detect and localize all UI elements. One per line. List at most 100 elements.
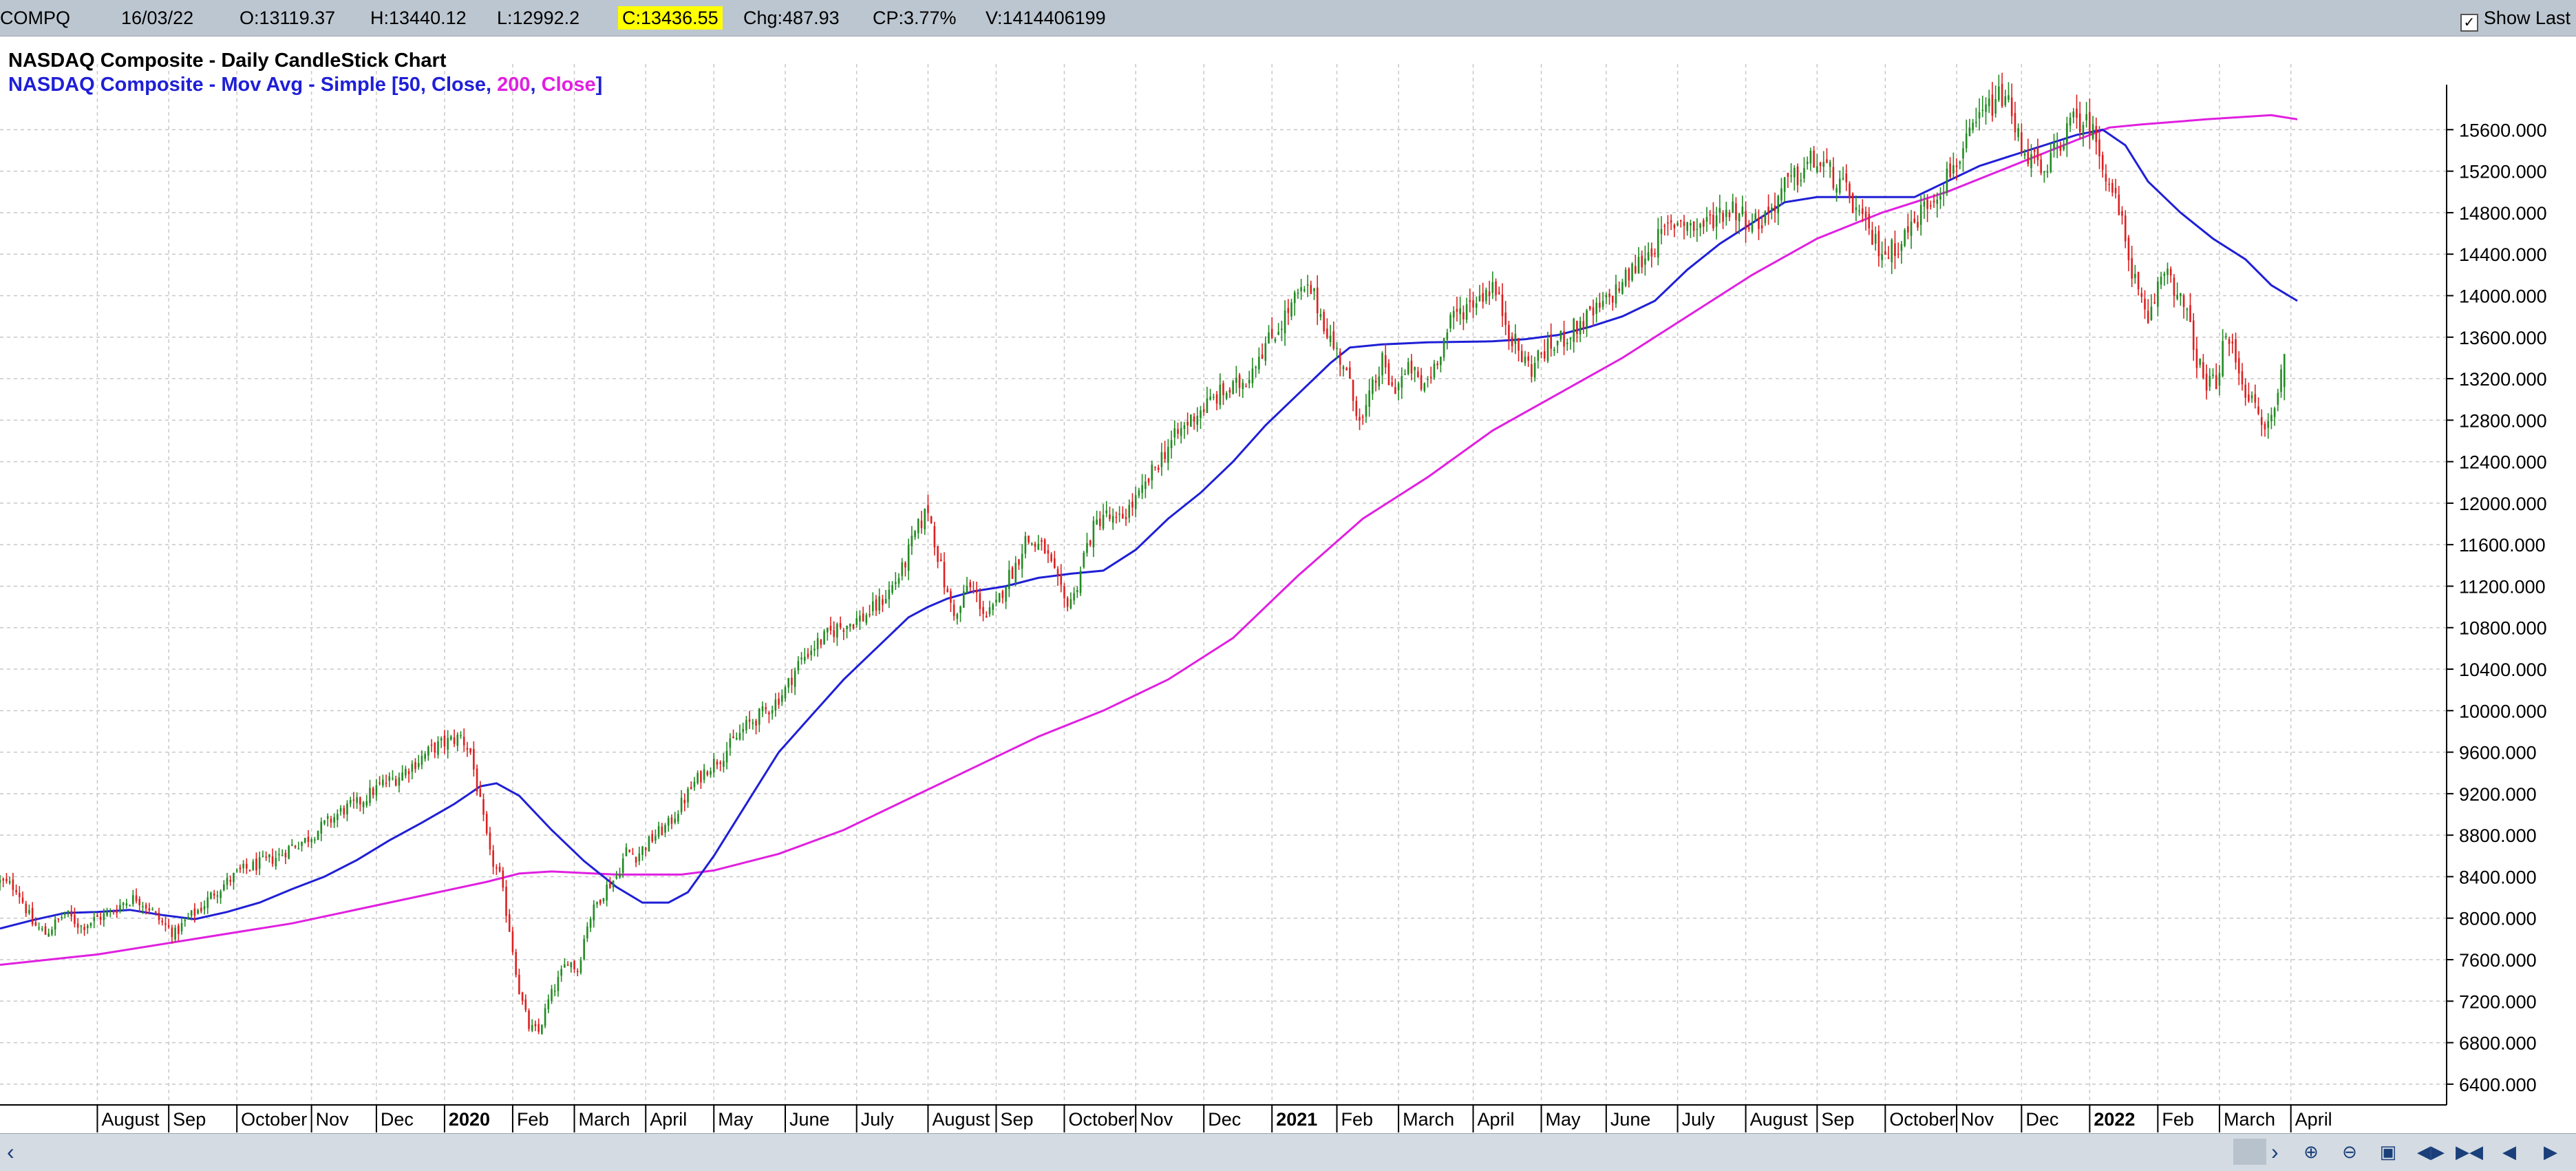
candle: [1264, 336, 1267, 366]
candle: [180, 917, 183, 935]
candle: [1122, 506, 1124, 519]
candle: [1520, 344, 1523, 363]
candle: [1115, 511, 1118, 524]
candle-body: [505, 886, 507, 916]
candle-body: [975, 589, 978, 593]
candle-body: [1550, 334, 1553, 349]
candle: [2001, 72, 2003, 108]
date-label: 16/03/22: [121, 8, 194, 28]
candle: [1975, 107, 1977, 128]
candle-body: [1472, 300, 1474, 308]
candlestick-chart[interactable]: 6400.0006800.0007200.0007600.0008000.000…: [0, 36, 2576, 1132]
candle: [2078, 101, 2081, 140]
candle: [2053, 134, 2055, 158]
candle-body: [2260, 416, 2263, 425]
candle-body: [1771, 207, 1773, 211]
candle: [1488, 280, 1491, 305]
candle-body: [307, 836, 310, 843]
x-tick-label: Nov: [1961, 1109, 1994, 1130]
next-icon[interactable]: ▶: [2544, 1141, 2557, 1162]
candle: [1391, 375, 1393, 388]
candle-body: [1037, 544, 1040, 550]
candle: [1066, 596, 1069, 612]
scroll-right-icon[interactable]: ›: [2271, 1139, 2279, 1164]
candle-body: [1994, 98, 1997, 114]
candle-body: [1553, 349, 1555, 351]
candle: [450, 735, 452, 741]
candle-body: [1644, 258, 1646, 265]
zoom-out-icon[interactable]: ⊖: [2342, 1141, 2357, 1162]
candle: [15, 884, 17, 896]
candle: [1667, 215, 1669, 236]
candle: [414, 758, 416, 773]
candle: [291, 838, 293, 847]
candle: [352, 792, 355, 809]
candle-body: [940, 559, 942, 562]
candle-body: [76, 923, 79, 928]
candle: [187, 912, 189, 920]
candle: [846, 625, 848, 639]
candle-body: [1826, 159, 1828, 163]
prev-icon[interactable]: ◀: [2502, 1141, 2516, 1162]
candle: [2254, 384, 2257, 409]
last-icon[interactable]: ▶◀: [2456, 1141, 2483, 1162]
candle-body: [557, 977, 560, 991]
chart-settings-icon[interactable]: ▣: [2379, 1141, 2397, 1162]
candle-body: [716, 761, 718, 765]
candle-body: [882, 599, 884, 605]
show-last-checkbox[interactable]: ✓ Show Last: [2460, 6, 2570, 32]
candle-body: [774, 699, 777, 711]
candle-body: [155, 911, 157, 913]
candle-body: [1102, 514, 1105, 529]
candle-body: [518, 975, 520, 995]
candle-body: [1258, 357, 1260, 370]
candle-body: [476, 768, 478, 792]
legend-sep2: ,: [486, 74, 497, 96]
candle-body: [1495, 281, 1497, 295]
candle: [1793, 165, 1796, 191]
zoom-in-icon[interactable]: ⊕: [2303, 1141, 2319, 1162]
candle-body: [800, 657, 802, 660]
candle-body: [2147, 310, 2149, 324]
candle-body: [625, 847, 628, 856]
candle: [258, 852, 261, 876]
grid: [0, 64, 2447, 1105]
candle: [1109, 506, 1111, 522]
candle-body: [1735, 203, 1737, 220]
candle-body: [1134, 495, 1137, 509]
candle: [952, 599, 955, 621]
candle: [1063, 582, 1065, 608]
candle: [1566, 338, 1568, 351]
candle-body: [560, 969, 562, 976]
candle-body: [1459, 308, 1461, 315]
scrollbar-thumb[interactable]: [2233, 1139, 2266, 1165]
candle-body: [2215, 374, 2217, 390]
candle-body: [1248, 379, 1250, 383]
candle-body: [2192, 320, 2195, 350]
candle: [1543, 339, 1546, 362]
candle-body: [235, 869, 238, 872]
candle: [1238, 372, 1241, 397]
candle: [394, 775, 397, 787]
candle-body: [2264, 423, 2266, 430]
candle-body: [1862, 208, 1864, 214]
candle-body: [933, 526, 936, 548]
candle-body: [1060, 573, 1063, 585]
candle-body: [1690, 223, 1692, 226]
candle: [612, 880, 615, 892]
candle-body: [2167, 268, 2169, 275]
candle-body: [1433, 363, 1436, 378]
candle-body: [339, 808, 342, 812]
candle: [638, 846, 641, 865]
candle: [1813, 146, 1815, 168]
candle: [1427, 376, 1429, 388]
first-icon[interactable]: ◀▶: [2417, 1141, 2445, 1162]
candle-body: [644, 847, 647, 850]
candle: [1586, 308, 1588, 337]
candle: [576, 968, 579, 977]
candle-body: [1745, 211, 1747, 230]
candle-body: [1764, 211, 1767, 224]
scroll-left-icon[interactable]: ‹: [7, 1139, 14, 1164]
candle-body: [920, 520, 923, 529]
candle: [385, 774, 387, 788]
